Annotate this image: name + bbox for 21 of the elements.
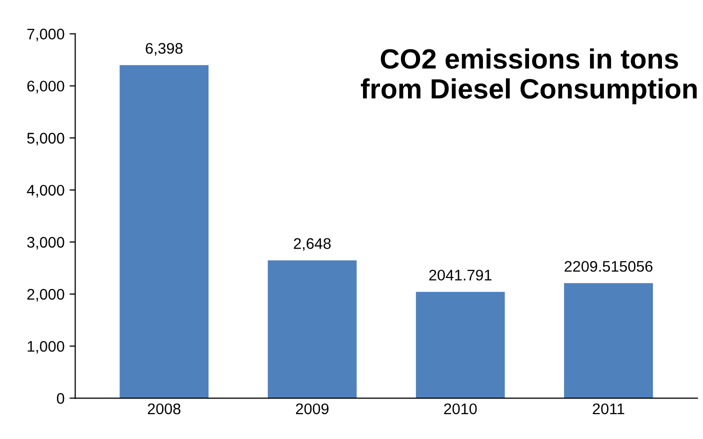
y-tick-label: 5,000 (27, 132, 64, 146)
data-label: 2,648 (294, 238, 331, 251)
bar (120, 65, 209, 398)
x-tick-label: 2008 (148, 403, 180, 414)
y-tick-label: 0 (56, 393, 64, 404)
data-label: 2041.791 (429, 270, 492, 281)
y-tick-label: 6,000 (27, 80, 64, 94)
y-tick-label: 2,000 (27, 288, 64, 302)
text: CO2 emissions in tons from Diesel Consumption (360, 48, 697, 104)
x-tick-label: 2009 (296, 403, 329, 414)
y-tick-label: 4,000 (26, 184, 64, 198)
x-tick-label: 2010 (444, 403, 477, 414)
y-tick-label: 1,000 (28, 340, 64, 354)
data-label: 2209.515056 (564, 260, 652, 272)
y-tick-label: 3,000 (27, 236, 64, 250)
y-tick-label: 7,000 (27, 28, 64, 42)
bar (416, 292, 505, 398)
bar (564, 283, 653, 398)
bar (268, 260, 357, 398)
x-tick-label: 2011 (592, 403, 624, 414)
data-label: 6,398 (146, 42, 183, 56)
